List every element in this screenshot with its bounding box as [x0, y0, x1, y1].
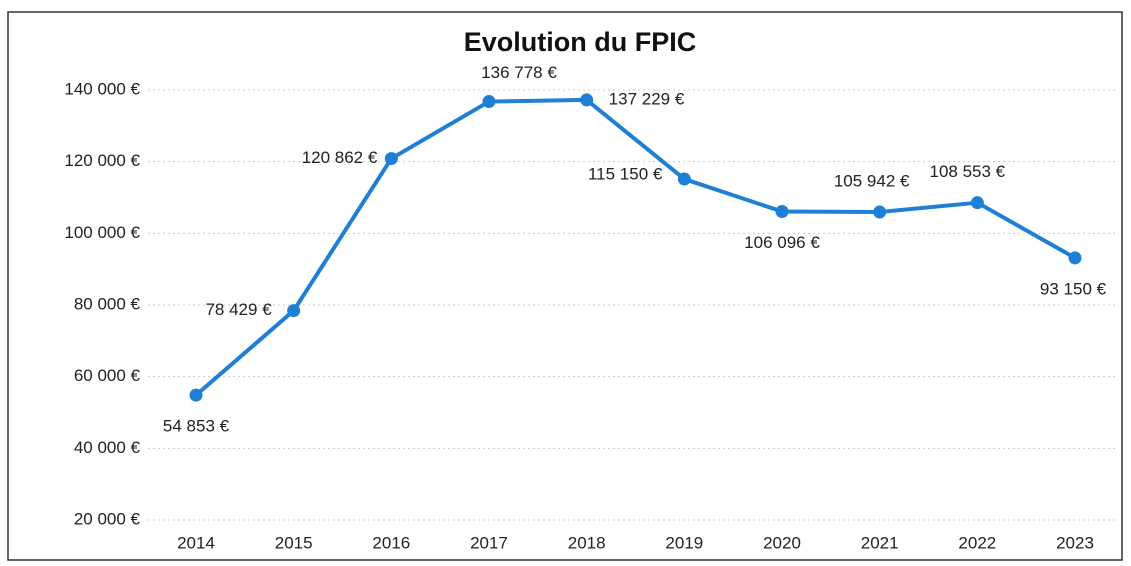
point — [482, 95, 496, 109]
x-tick-label: 2020 — [763, 533, 801, 552]
data-label: 54 853 € — [163, 417, 230, 436]
data-label: 115 150 € — [588, 165, 663, 184]
point — [189, 388, 203, 402]
y-tick-label: 120 000 € — [64, 151, 140, 170]
y-tick-label: 80 000 € — [74, 294, 141, 313]
y-tick-label: 140 000 € — [64, 79, 140, 98]
x-tick-label: 2022 — [958, 533, 996, 552]
point — [580, 93, 594, 107]
data-label: 106 096 € — [744, 233, 820, 252]
data-label: 93 150 € — [1040, 279, 1107, 298]
x-tick-label: 2014 — [177, 533, 215, 552]
data-label: 136 778 € — [481, 63, 557, 82]
x-tick-label: 2021 — [861, 533, 899, 552]
data-label: 137 229 € — [609, 89, 685, 108]
x-tick-label: 2023 — [1056, 533, 1094, 552]
y-tick-label: 40 000 € — [74, 438, 141, 457]
point — [775, 204, 789, 218]
y-tick-label: 60 000 € — [74, 366, 141, 385]
x-tick-label: 2015 — [275, 533, 313, 552]
data-label: 120 862 € — [302, 148, 378, 167]
point — [287, 304, 301, 318]
data-label: 105 942 € — [834, 172, 910, 191]
y-tick-label: 100 000 € — [64, 223, 140, 242]
x-tick-label: 2018 — [568, 533, 606, 552]
line — [194, 97, 1076, 397]
frame — [7, 11, 1123, 561]
point — [873, 205, 887, 219]
y-tick-label: 20 000 € — [74, 509, 141, 528]
x-tick-label: 2016 — [372, 533, 410, 552]
chart-title: Evolution du FPIC — [464, 27, 696, 57]
point — [384, 152, 398, 166]
data-label: 108 553 € — [930, 162, 1006, 181]
point — [677, 172, 691, 186]
data-label: 78 429 € — [205, 300, 272, 319]
point — [1068, 251, 1082, 265]
x-tick-label: 2017 — [470, 533, 508, 552]
point — [970, 196, 984, 210]
x-tick-label: 2019 — [665, 533, 703, 552]
